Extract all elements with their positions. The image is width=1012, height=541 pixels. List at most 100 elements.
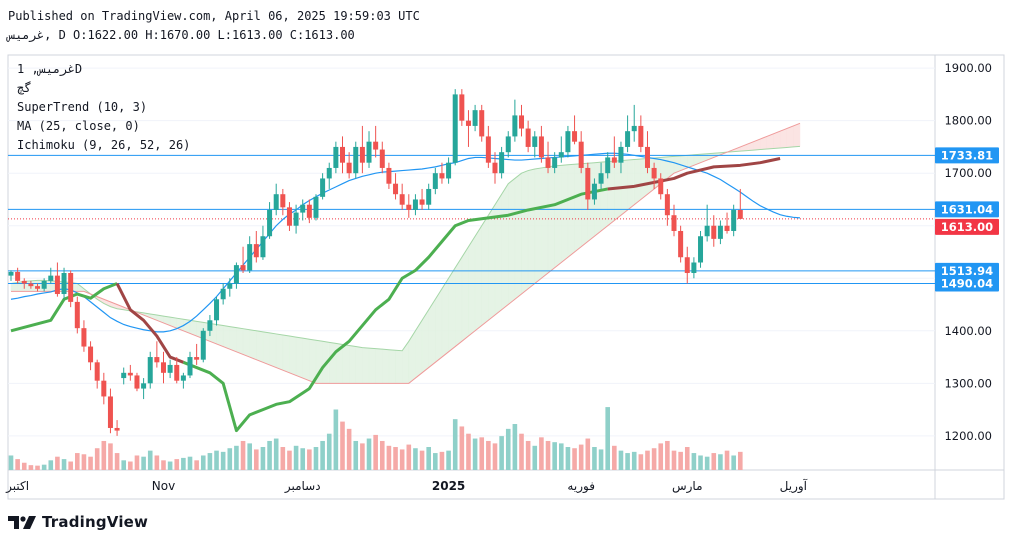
candle-body	[180, 375, 186, 381]
volume-bar	[452, 419, 458, 470]
candle-body	[94, 362, 100, 381]
senkou-span-a	[10, 145, 801, 352]
candle-body	[572, 131, 578, 142]
candle-body	[519, 115, 525, 129]
volume-bar	[413, 448, 418, 470]
candle-body	[492, 162, 498, 174]
horizontal-lines[interactable]	[8, 154, 935, 284]
cloud-segment	[667, 156, 675, 179]
cloud-segment	[521, 170, 529, 295]
volume-bar	[645, 450, 650, 470]
volume-bar	[433, 453, 438, 470]
price-tick-label: 1900.00	[944, 61, 992, 75]
candle-body	[101, 380, 107, 397]
candle-body	[459, 94, 465, 121]
symbol-ohlc-line: غرمیس, D O:1622.00 H:1670.00 L:1613.00 C…	[8, 28, 355, 42]
legend-symbol[interactable]: غرمیس, 1D	[17, 62, 83, 76]
legend-ma[interactable]: MA (25, close, 0)	[17, 119, 140, 133]
cloud-segment	[614, 160, 622, 221]
legend-supertrend[interactable]: SuperTrend (10, 3)	[17, 100, 148, 114]
candle-body	[545, 157, 551, 168]
candle-body	[160, 362, 166, 373]
candle-body	[724, 225, 730, 231]
price-badge	[935, 262, 999, 279]
price-tick-label: 1700.00	[944, 166, 992, 180]
candle-body	[737, 209, 743, 219]
volume-bar	[539, 437, 544, 470]
candle-body	[591, 183, 597, 200]
volume-bar	[280, 447, 286, 470]
volume-bar	[147, 450, 153, 470]
time-tick-label: Nov	[152, 479, 175, 493]
candle-body	[15, 271, 21, 281]
candle-body	[625, 131, 631, 147]
supertrend-down	[115, 282, 184, 364]
cloud-segment	[793, 122, 801, 148]
candle-body	[717, 225, 723, 239]
candle-body	[233, 265, 239, 284]
volume-bar	[665, 440, 670, 470]
candle-body	[74, 301, 80, 329]
tradingview-logo[interactable]: TradingView	[8, 512, 148, 532]
candle-body	[313, 196, 319, 218]
volume-bar	[592, 447, 597, 470]
legend-subtitle: گچ	[17, 81, 32, 95]
cloud-segment	[355, 346, 363, 384]
candle-body	[286, 207, 292, 226]
candle-body	[671, 215, 677, 231]
volume-bar	[631, 451, 637, 470]
price-tick-label: 1300.00	[944, 376, 992, 390]
candle-body	[399, 194, 405, 205]
legend-ichimoku[interactable]: Ichimoku (9, 26, 52, 26)	[17, 138, 191, 152]
volume-bar	[373, 434, 378, 470]
tradingview-logo-icon	[8, 516, 36, 529]
candle-body	[698, 236, 704, 263]
volume-bar	[386, 445, 392, 470]
candle-body	[565, 131, 571, 153]
volume-bar	[220, 451, 226, 470]
candle-body	[373, 141, 379, 150]
volume-bar	[393, 447, 398, 470]
candle-body	[267, 209, 273, 237]
volume-bar	[35, 465, 40, 470]
cloud-segment	[395, 349, 403, 384]
cloud-segment	[275, 333, 284, 371]
candle-body	[141, 383, 147, 389]
cloud-segment	[388, 349, 396, 384]
candle-body	[107, 396, 113, 428]
volume-bar	[459, 426, 465, 470]
candle-body	[340, 146, 345, 163]
candle-body	[174, 364, 180, 381]
price-tick-label: 1200.00	[944, 429, 992, 443]
candle-body	[638, 125, 644, 147]
volume-bar	[379, 440, 385, 470]
time-axis[interactable]: اکتبر Nov دسامبر 2025 فوریه مارس آوریل	[5, 478, 808, 494]
cloud-segment	[282, 334, 290, 374]
chart-frame	[7, 54, 1005, 500]
volume-bar	[240, 440, 246, 470]
volume-bar	[128, 461, 133, 470]
cloud-segment	[302, 337, 310, 382]
volume-bar	[287, 450, 292, 470]
volume-bar	[273, 438, 279, 470]
candle-body	[326, 167, 332, 179]
cloud-segment	[328, 342, 337, 384]
candle-body	[81, 328, 87, 347]
symbol-name[interactable]: غرمیس	[8, 28, 45, 42]
candle-body	[704, 225, 710, 237]
cloud-segment	[309, 338, 317, 384]
time-tick-label: مارس	[672, 479, 703, 494]
cloud-segment	[262, 331, 270, 366]
candle-body	[386, 167, 392, 184]
candle-body	[532, 136, 538, 147]
senkou-span-b	[11, 122, 801, 384]
volume-bar	[8, 455, 14, 470]
candle-body	[684, 257, 690, 274]
candle-body	[200, 330, 206, 360]
price-badge-label: 1631.04	[941, 202, 993, 216]
candle-body	[28, 283, 34, 287]
candle-body	[558, 152, 564, 158]
price-axis[interactable]: 1200.001300.001400.001500.001600.001700.…	[935, 61, 999, 443]
volume-bar	[558, 443, 564, 470]
